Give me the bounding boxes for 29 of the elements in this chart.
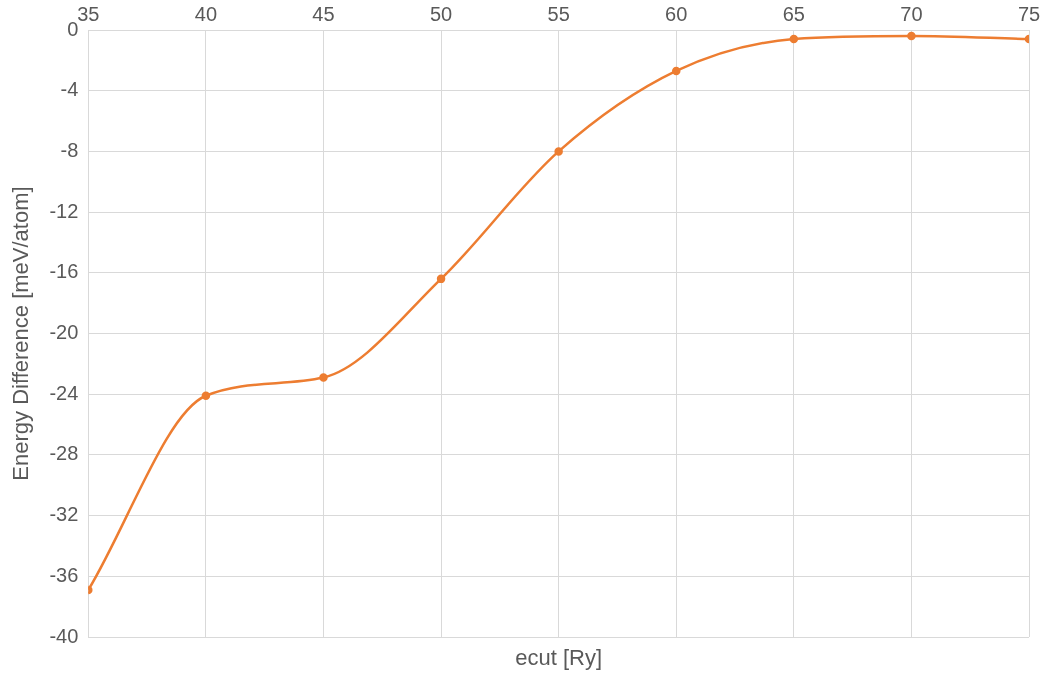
x-tick-label: 45 — [312, 2, 335, 25]
y-tick-label: -8 — [60, 138, 79, 161]
point — [789, 34, 799, 44]
x-tick-label: 50 — [429, 2, 453, 25]
y-tick-label: -24 — [49, 381, 79, 404]
y-tick-label: -28 — [49, 442, 79, 465]
y-tick-label: -12 — [49, 199, 79, 222]
point — [319, 373, 328, 382]
x-tick-label: 70 — [900, 2, 923, 25]
y-axis-title: Energy Difference [meV/atom] — [8, 186, 34, 481]
x-tick-label: 35 — [77, 2, 100, 25]
x-tick-label: 40 — [194, 2, 218, 25]
x-tick-label: 55 — [547, 2, 570, 25]
x-tick-label: 75 — [1017, 2, 1041, 25]
y-tick-label: 0 — [67, 17, 79, 40]
y-tick-label: -20 — [49, 321, 79, 344]
y-tick-label: -32 — [49, 503, 79, 526]
x-axis-title: ecut [Ry] — [515, 645, 603, 671]
point — [554, 147, 563, 156]
point — [671, 66, 681, 76]
y-tick-label: -36 — [49, 563, 79, 586]
x-tick-label: 65 — [782, 2, 805, 25]
point — [436, 274, 446, 284]
y-tick-label: -16 — [49, 260, 79, 283]
point — [201, 391, 211, 400]
point — [907, 31, 916, 41]
y-tick-label: -4 — [60, 78, 79, 101]
x-tick-label: 60 — [665, 2, 688, 25]
y-tick-label: -40 — [49, 624, 79, 647]
